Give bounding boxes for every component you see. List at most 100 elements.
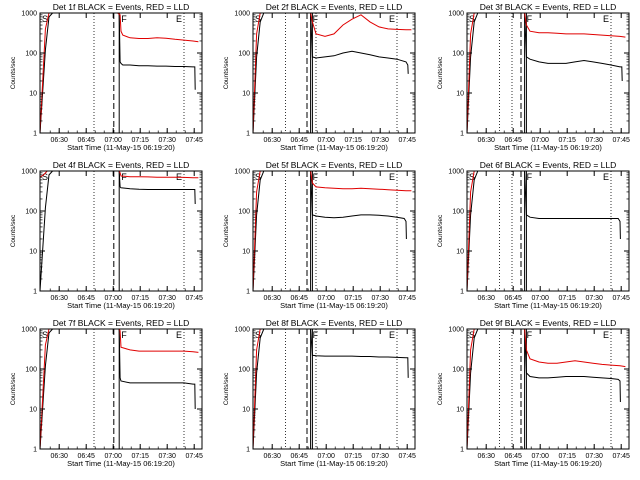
y-tick-label: 1000 <box>448 11 464 18</box>
region-tag-e: E <box>603 14 609 24</box>
panel-det-2: Det 2f BLACK = Events, RED = LLD S F E 1 10 10… <box>223 2 416 152</box>
x-tick-label: 06:30 <box>477 137 495 144</box>
x-tick-label: 06:45 <box>77 453 95 460</box>
x-tick-label: 06:45 <box>504 137 522 144</box>
x-tick-label: 07:00 <box>104 295 122 302</box>
panel-title: Det 2f BLACK = Events, RED = LLD <box>266 2 403 12</box>
x-tick-label: 07:15 <box>131 453 149 460</box>
panel-title: Det 8f BLACK = Events, RED = LLD <box>266 318 403 328</box>
x-tick-label: 06:30 <box>50 137 68 144</box>
x-tick-label: 07:00 <box>104 137 122 144</box>
y-tick-label: 10 <box>29 407 37 414</box>
region-tag-s: S <box>42 330 48 340</box>
x-tick-label: 06:45 <box>504 453 522 460</box>
y-axis-label: Counts/sec <box>10 372 17 405</box>
region-tag-s: S <box>469 14 475 24</box>
region-tag-e: E <box>176 330 182 340</box>
lld-series-line <box>252 170 412 292</box>
region-tag-f: F <box>313 14 319 24</box>
y-axis-label: Counts/sec <box>437 56 444 89</box>
y-tick-label: 100 <box>25 367 37 374</box>
y-tick-label: 100 <box>452 51 464 58</box>
x-tick-label: 06:30 <box>477 295 495 302</box>
region-tag-s: S <box>255 172 261 182</box>
y-tick-label: 1 <box>460 289 464 296</box>
region-tag-e: E <box>603 172 609 182</box>
x-tick-label: 07:30 <box>158 295 176 302</box>
y-axis-label: Counts/sec <box>437 372 444 405</box>
events-series-line <box>39 328 196 450</box>
x-tick-label: 07:45 <box>185 137 203 144</box>
y-tick-label: 1 <box>33 131 37 138</box>
region-tag-f: F <box>121 330 127 340</box>
plot-frame <box>39 170 203 292</box>
events-series-line <box>466 328 621 450</box>
region-tag-f: F <box>527 14 533 24</box>
y-axis-label: Counts/sec <box>437 214 444 247</box>
y-tick-label: 1000 <box>21 327 37 334</box>
plot-frame <box>252 170 416 292</box>
lld-series-line <box>252 328 311 450</box>
x-tick-label: 07:00 <box>317 137 335 144</box>
x-tick-label: 06:45 <box>77 137 95 144</box>
x-tick-label: 07:00 <box>104 453 122 460</box>
region-tag-e: E <box>389 172 395 182</box>
panel-det-9: Det 9f BLACK = Events, RED = LLD S F E 1 10 10… <box>437 318 630 468</box>
y-axis-label: Counts/sec <box>223 214 230 247</box>
y-tick-label: 1 <box>246 289 250 296</box>
y-tick-label: 100 <box>238 367 250 374</box>
x-tick-label: 07:45 <box>398 453 416 460</box>
y-tick-label: 10 <box>29 249 37 256</box>
region-tag-e: E <box>176 14 182 24</box>
x-tick-label: 06:45 <box>290 137 308 144</box>
y-tick-label: 10 <box>29 91 37 98</box>
region-tag-f: F <box>527 172 533 182</box>
y-tick-label: 100 <box>25 51 37 58</box>
x-tick-label: 07:00 <box>317 453 335 460</box>
region-tag-e: E <box>389 330 395 340</box>
x-tick-label: 07:00 <box>317 295 335 302</box>
panel-det-6: Det 6f BLACK = Events, RED = LLD S F E 1 10 10… <box>437 160 630 310</box>
region-tag-s: S <box>42 14 48 24</box>
panel-det-8: Det 8f BLACK = Events, RED = LLD S F E 1 10 10… <box>223 318 416 468</box>
x-axis-label: Start Time (11-May-15 06:19:20) <box>67 301 175 310</box>
x-tick-label: 07:45 <box>612 453 630 460</box>
y-tick-label: 100 <box>238 51 250 58</box>
x-tick-label: 07:45 <box>185 295 203 302</box>
panel-title: Det 9f BLACK = Events, RED = LLD <box>480 318 617 328</box>
region-tag-f: F <box>313 172 319 182</box>
y-tick-label: 1 <box>33 289 37 296</box>
y-tick-label: 1000 <box>234 11 250 18</box>
x-tick-label: 07:30 <box>585 137 603 144</box>
y-tick-label: 1 <box>246 131 250 138</box>
events-series-line <box>39 170 196 292</box>
panel-title: Det 5f BLACK = Events, RED = LLD <box>266 160 403 170</box>
x-tick-label: 06:45 <box>504 295 522 302</box>
x-tick-label: 07:00 <box>531 137 549 144</box>
y-tick-label: 1000 <box>234 327 250 334</box>
x-tick-label: 07:45 <box>612 137 630 144</box>
y-tick-label: 1000 <box>21 169 37 176</box>
events-series-line <box>466 170 621 292</box>
panel-title: Det 6f BLACK = Events, RED = LLD <box>480 160 617 170</box>
y-axis-label: Counts/sec <box>223 56 230 89</box>
events-series-line <box>252 328 409 450</box>
x-axis-label: Start Time (11-May-15 06:19:20) <box>280 301 388 310</box>
lld-series-line <box>252 12 412 134</box>
x-tick-label: 07:15 <box>131 137 149 144</box>
x-axis-label: Start Time (11-May-15 06:19:20) <box>67 143 175 152</box>
events-series-line <box>466 12 623 134</box>
y-axis-label: Counts/sec <box>10 56 17 89</box>
region-tag-s: S <box>469 330 475 340</box>
plot-frame <box>252 12 416 134</box>
panel-title: Det 7f BLACK = Events, RED = LLD <box>53 318 190 328</box>
x-tick-label: 07:30 <box>371 453 389 460</box>
x-tick-label: 07:00 <box>531 295 549 302</box>
y-tick-label: 10 <box>242 249 250 256</box>
panel-det-1: Det 1f BLACK = Events, RED = LLD S F E 1 10 10… <box>10 2 203 152</box>
x-tick-label: 07:45 <box>185 453 203 460</box>
y-tick-label: 1000 <box>234 169 250 176</box>
x-tick-label: 07:15 <box>558 453 576 460</box>
x-tick-label: 07:00 <box>531 453 549 460</box>
